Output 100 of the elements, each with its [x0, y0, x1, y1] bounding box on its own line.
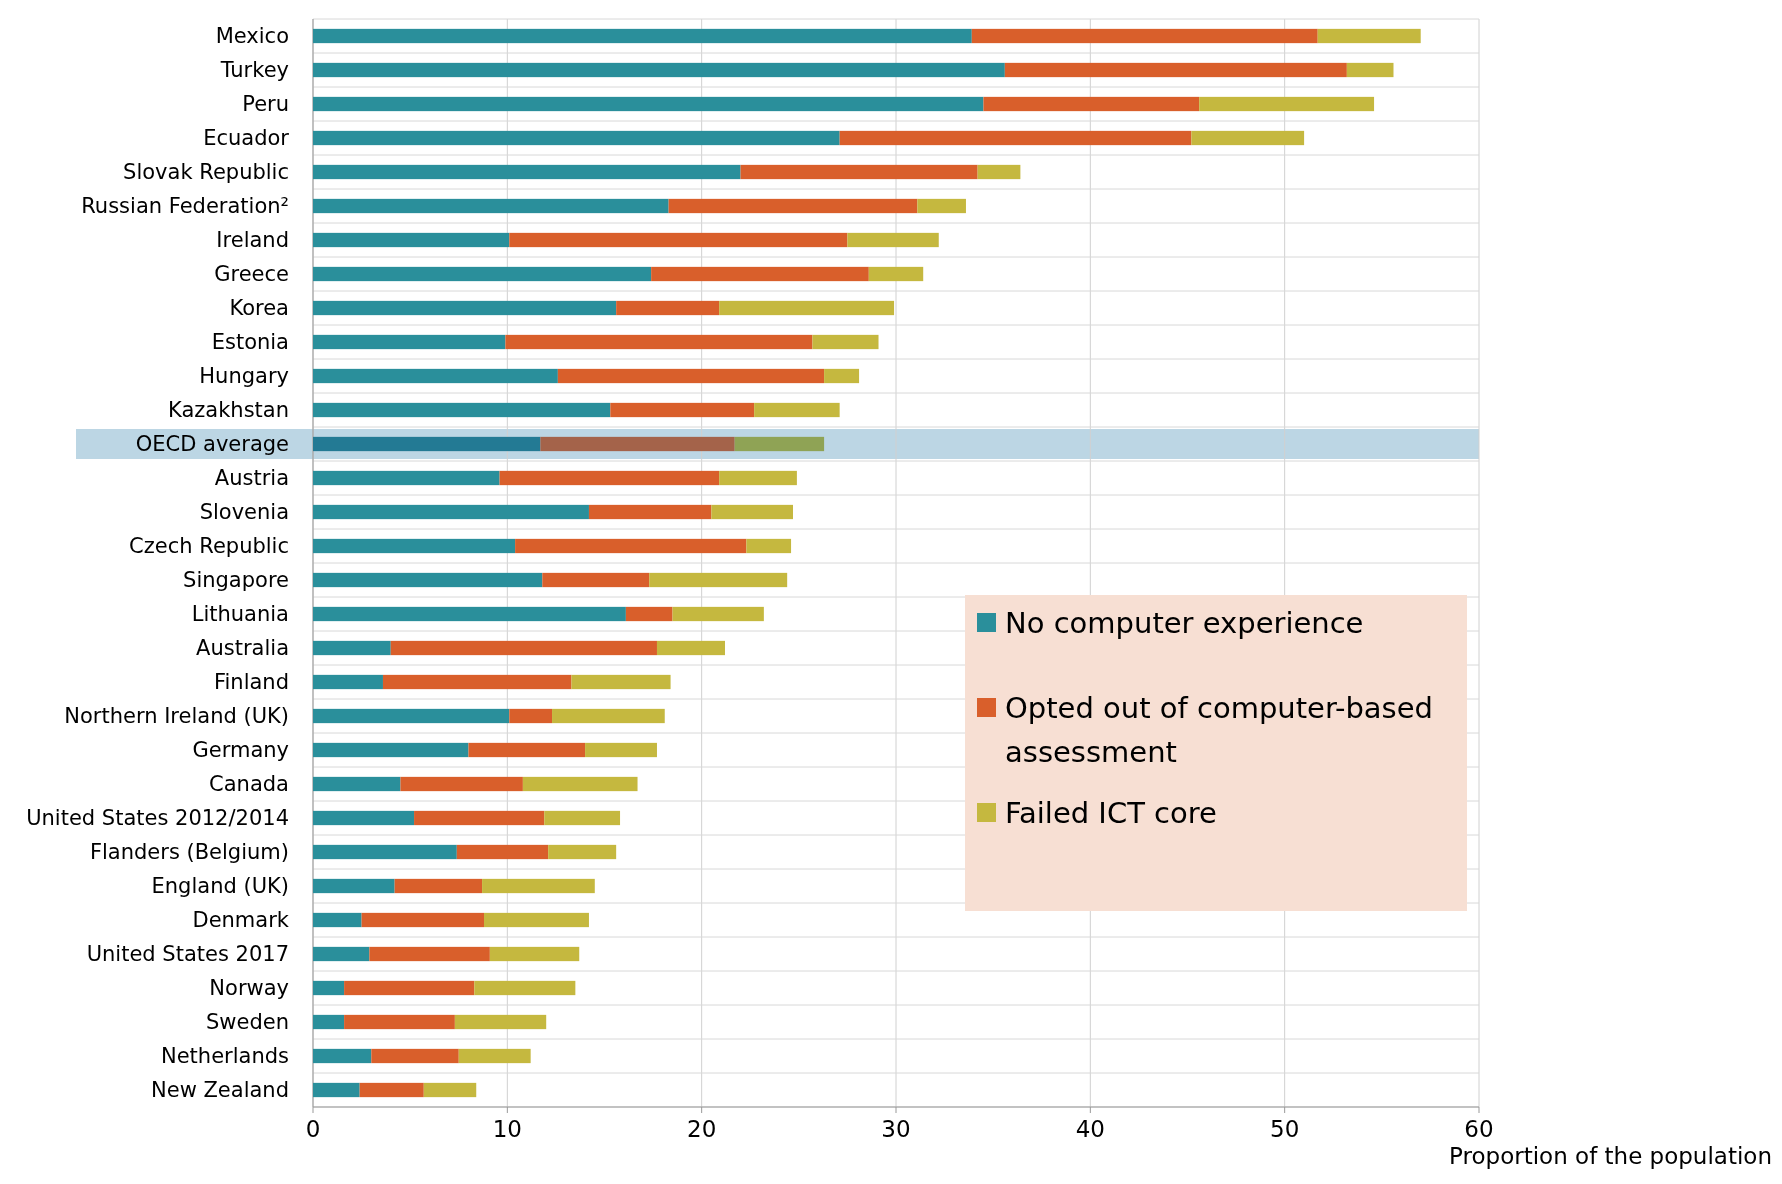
bar	[484, 912, 589, 928]
bar	[1317, 28, 1421, 44]
bar	[468, 742, 586, 758]
y-tick-label: United States 2012/2014	[26, 806, 289, 830]
bar	[552, 708, 665, 724]
y-tick-label: Lithuania	[191, 602, 289, 626]
bar	[394, 878, 483, 894]
bar	[313, 1082, 360, 1098]
bar	[522, 776, 638, 792]
bar	[313, 572, 543, 588]
y-tick-label: Korea	[229, 296, 289, 320]
bar	[754, 402, 840, 418]
bar	[616, 300, 720, 316]
x-tick-label: 50	[1270, 1116, 1300, 1142]
bar	[971, 28, 1318, 44]
bar	[313, 96, 984, 112]
y-tick-label: Denmark	[192, 908, 290, 932]
y-tick-label: New Zealand	[151, 1078, 289, 1102]
y-tick-label: Peru	[242, 92, 289, 116]
bar	[313, 776, 401, 792]
bar	[313, 62, 1005, 78]
bar	[344, 1014, 455, 1030]
y-tick-label: Norway	[209, 976, 289, 1000]
bar	[499, 470, 720, 486]
bar	[711, 504, 793, 520]
y-tick-label: Slovak Republic	[123, 160, 289, 184]
bar	[390, 640, 657, 656]
bar	[313, 436, 541, 452]
bar	[540, 436, 735, 452]
bar	[344, 980, 475, 996]
x-axis-title: Proportion of the population	[1449, 1143, 1772, 1169]
bar	[313, 198, 669, 214]
bar	[1191, 130, 1305, 146]
y-tick-label: Australia	[196, 636, 289, 660]
bar	[983, 96, 1200, 112]
bar	[977, 164, 1021, 180]
bar	[313, 980, 345, 996]
bar	[313, 504, 589, 520]
bar	[313, 232, 510, 248]
bar	[740, 164, 978, 180]
bar	[571, 674, 671, 690]
bar	[482, 878, 595, 894]
x-tick-label: 0	[305, 1116, 321, 1142]
y-tick-label: Mexico	[215, 24, 289, 48]
bar	[509, 708, 553, 724]
bar	[489, 946, 580, 962]
y-tick-label: England (UK)	[151, 874, 289, 898]
y-tick-label: Flanders (Belgium)	[89, 840, 289, 864]
y-tick-label: Northern Ireland (UK)	[64, 704, 289, 728]
bar	[313, 946, 370, 962]
legend-label: No computer experience	[1005, 606, 1364, 640]
bar	[649, 572, 788, 588]
bar	[359, 1082, 424, 1098]
bar	[672, 606, 764, 622]
bar	[313, 912, 362, 928]
y-tick-label: Kazakhstan	[168, 398, 289, 422]
bar	[458, 1048, 531, 1064]
y-tick-label: Sweden	[206, 1010, 289, 1034]
bar	[505, 334, 813, 350]
bar	[824, 368, 860, 384]
y-tick-label: Hungary	[199, 364, 289, 388]
bar	[400, 776, 523, 792]
bar	[313, 266, 652, 282]
y-tick-label: Czech Republic	[129, 534, 289, 558]
bar	[313, 1048, 372, 1064]
y-tick-label: Germany	[192, 738, 289, 762]
bar	[313, 300, 617, 316]
bar	[719, 300, 895, 316]
bar	[369, 946, 490, 962]
bar	[812, 334, 879, 350]
bar	[868, 266, 924, 282]
bar	[313, 28, 972, 44]
bar	[625, 606, 673, 622]
bar	[313, 402, 611, 418]
bar	[668, 198, 918, 214]
bar	[474, 980, 576, 996]
bar	[1004, 62, 1347, 78]
y-tick-label: Netherlands	[160, 1044, 289, 1068]
y-tick-label: Ecuador	[203, 126, 290, 150]
bar	[651, 266, 869, 282]
bar	[313, 470, 500, 486]
bar	[1346, 62, 1394, 78]
bar	[313, 368, 558, 384]
bar	[313, 640, 391, 656]
y-tick-label: OECD average	[135, 432, 289, 456]
bar	[610, 402, 755, 418]
bar	[542, 572, 650, 588]
bar	[734, 436, 825, 452]
bar	[313, 334, 506, 350]
bar	[548, 844, 617, 860]
bar	[313, 742, 469, 758]
bar	[719, 470, 797, 486]
y-tick-label: Slovenia	[199, 500, 289, 524]
bar	[454, 1014, 547, 1030]
legend-label: Failed ICT core	[1005, 796, 1217, 830]
bar	[557, 368, 825, 384]
bar	[423, 1082, 477, 1098]
bar	[585, 742, 657, 758]
y-tick-label: Russian Federation²	[81, 194, 289, 218]
bar	[313, 164, 741, 180]
